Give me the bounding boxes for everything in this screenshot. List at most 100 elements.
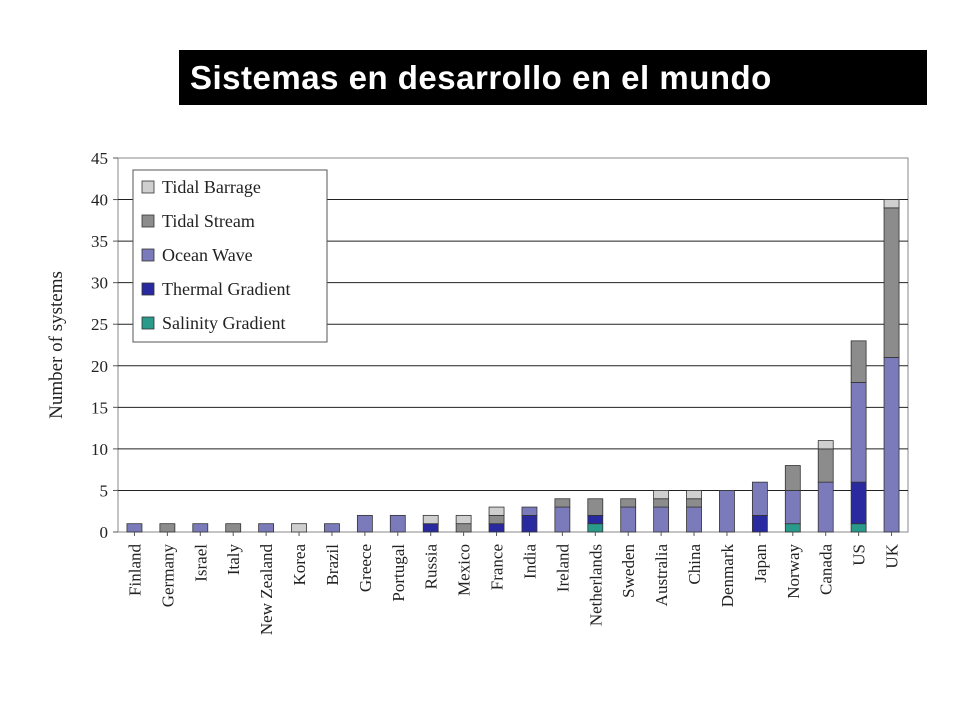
bar-segment bbox=[850, 523, 867, 533]
bar-segment bbox=[225, 523, 242, 533]
bar-segment bbox=[751, 514, 768, 533]
bar-segment bbox=[389, 514, 406, 533]
bar-segment bbox=[324, 523, 340, 533]
bar-segment bbox=[488, 506, 505, 516]
legend-label: Tidal Barrage bbox=[162, 177, 261, 197]
bar-segment bbox=[488, 523, 505, 533]
legend-swatch bbox=[141, 248, 155, 262]
bar-segment bbox=[751, 481, 768, 516]
y-tick-label: 40 bbox=[91, 191, 108, 210]
bar-segment bbox=[686, 490, 702, 500]
bar-segment bbox=[719, 490, 735, 533]
bar-segment bbox=[291, 523, 307, 533]
x-tick-label: US bbox=[850, 544, 869, 566]
y-tick-label: 15 bbox=[91, 398, 108, 417]
x-tick-label: Denmark bbox=[718, 544, 737, 608]
bar-segment bbox=[455, 514, 472, 525]
bar-segment bbox=[620, 506, 637, 533]
x-tick-label: Japan bbox=[751, 544, 770, 583]
x-tick-label: Finland bbox=[125, 544, 144, 596]
bar-segment bbox=[488, 514, 505, 525]
legend-swatch bbox=[141, 180, 155, 194]
bar-segment bbox=[817, 481, 834, 533]
x-tick-label: India bbox=[520, 544, 539, 579]
x-tick-label: Greece bbox=[356, 544, 375, 592]
y-tick-label: 0 bbox=[100, 523, 109, 542]
bar-segment bbox=[850, 381, 867, 483]
bar-segment bbox=[521, 506, 538, 516]
x-tick-label: China bbox=[685, 544, 704, 585]
bar-segment bbox=[686, 506, 702, 533]
x-tick-label: Brazil bbox=[323, 544, 342, 586]
bar-segment bbox=[850, 481, 867, 525]
title-banner: Sistemas en desarrollo en el mundo bbox=[179, 50, 927, 105]
bar-segment bbox=[587, 498, 604, 516]
legend: Tidal Barrage Tidal Stream Ocean Wave Therm… bbox=[132, 169, 328, 343]
x-tick-label: Portugal bbox=[389, 544, 408, 602]
x-tick-label: Korea bbox=[290, 544, 309, 586]
x-tick-label: New Zealand bbox=[257, 544, 276, 636]
x-tick-label: Norway bbox=[784, 544, 803, 599]
bar-segment bbox=[521, 514, 538, 533]
bar-segment bbox=[554, 498, 571, 508]
x-tick-label: UK bbox=[883, 543, 902, 568]
bar-segment bbox=[422, 514, 439, 525]
bar-segment bbox=[422, 523, 439, 533]
x-tick-label: Canada bbox=[817, 544, 836, 595]
y-axis: 0 5 10 15 20 25 30 35 40 45 bbox=[91, 149, 118, 542]
x-tick-label: Netherlands bbox=[586, 544, 605, 626]
y-tick-label: 5 bbox=[100, 481, 109, 500]
legend-swatch bbox=[141, 316, 155, 330]
bar-segment bbox=[653, 490, 670, 500]
x-tick-label: Sweden bbox=[619, 544, 638, 598]
y-tick-label: 35 bbox=[91, 232, 108, 251]
y-tick-label: 30 bbox=[91, 274, 108, 293]
y-tick-label: 10 bbox=[91, 440, 108, 459]
bar-segment bbox=[784, 465, 801, 491]
legend-swatch bbox=[141, 214, 155, 228]
bar-segment bbox=[883, 357, 900, 533]
slide-title: Sistemas en desarrollo en el mundo bbox=[190, 58, 772, 96]
y-tick-label: 20 bbox=[91, 357, 108, 376]
bar-segment bbox=[653, 498, 670, 508]
bar-segment bbox=[620, 498, 637, 508]
x-tick-label: Germany bbox=[158, 544, 177, 608]
legend-swatch bbox=[141, 282, 155, 296]
bar-segment bbox=[258, 523, 275, 533]
bar-segment bbox=[587, 523, 604, 533]
bar-segment bbox=[554, 506, 571, 533]
y-axis-title: Number of systems bbox=[46, 271, 67, 419]
bar-segment bbox=[686, 498, 702, 508]
legend-label: Ocean Wave bbox=[162, 245, 253, 265]
bars bbox=[126, 199, 900, 533]
bar-segment bbox=[784, 490, 801, 525]
y-tick-label: 45 bbox=[91, 149, 108, 168]
bar-segment bbox=[883, 207, 900, 358]
bar-segment bbox=[653, 506, 670, 533]
bar-segment bbox=[817, 448, 834, 483]
bar-segment bbox=[587, 514, 604, 525]
x-tick-label: Australia bbox=[652, 544, 671, 607]
bar-segment bbox=[784, 523, 801, 533]
bar-segment bbox=[356, 514, 373, 533]
legend-box bbox=[132, 169, 328, 343]
legend-label: Tidal Stream bbox=[162, 211, 255, 231]
bar-segment bbox=[883, 199, 900, 209]
x-tick-label: Russia bbox=[422, 544, 441, 590]
y-tick-label: 25 bbox=[91, 315, 108, 334]
x-tick-label: Italy bbox=[224, 544, 243, 576]
x-axis: Finland Germany Israel Italy New Zealand Kore… bbox=[125, 532, 902, 636]
bar-segment bbox=[126, 523, 143, 533]
legend-label: Thermal Gradient bbox=[162, 279, 290, 299]
x-tick-label: France bbox=[488, 544, 507, 590]
legend-label: Salinity Gradient bbox=[162, 313, 285, 333]
bar-segment bbox=[455, 523, 472, 533]
bar-segment bbox=[192, 523, 209, 533]
x-tick-label: Ireland bbox=[553, 544, 572, 593]
bar-segment bbox=[850, 340, 867, 383]
x-tick-label: Israel bbox=[191, 544, 210, 582]
bar-segment bbox=[159, 523, 176, 533]
x-tick-label: Mexico bbox=[455, 544, 474, 596]
bar-segment bbox=[817, 440, 834, 450]
